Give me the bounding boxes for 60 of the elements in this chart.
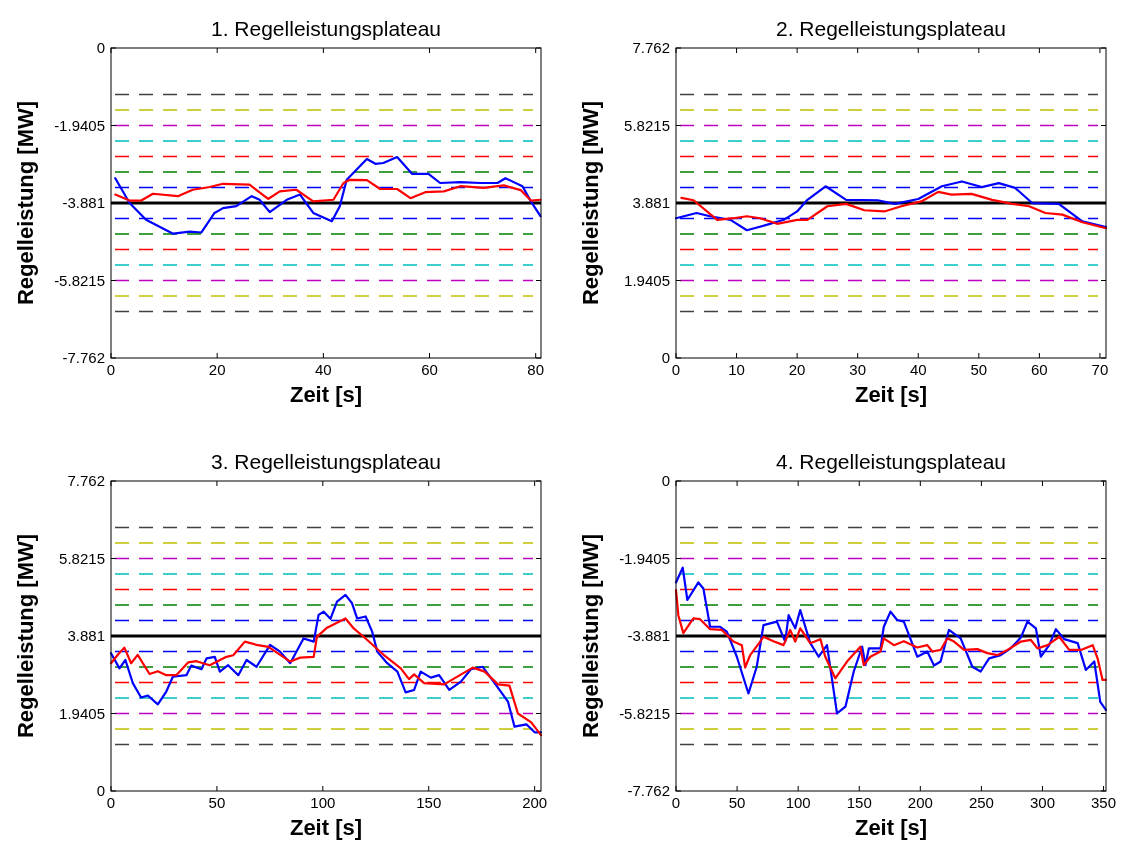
y-tick-label: -3.881 — [627, 627, 670, 644]
x-tick-label: 100 — [310, 794, 336, 811]
y-tick-label: 0 — [96, 782, 105, 799]
x-tick-label: 50 — [728, 794, 746, 811]
x-tick-label: 20 — [788, 361, 806, 378]
x-tick-label: 50 — [208, 794, 226, 811]
x-axis-title: Zeit [s] — [854, 815, 928, 840]
y-tick-label: 7.762 — [632, 39, 670, 56]
line-series — [109, 617, 543, 737]
line-series — [114, 178, 542, 203]
x-tick-label: 150 — [416, 794, 442, 811]
line-series — [114, 155, 542, 235]
x-tick-label: 100 — [785, 794, 811, 811]
x-axis-title: Zeit [s] — [854, 382, 928, 407]
chart-title: 3. Regelleistungsplateau — [211, 450, 441, 473]
line-series — [680, 190, 1108, 230]
x-tick-label: 200 — [522, 794, 548, 811]
x-tick-label: 80 — [527, 361, 545, 378]
x-tick-label: 20 — [208, 361, 226, 378]
y-tick-label: 0 — [96, 39, 105, 56]
y-tick-label: -7.762 — [627, 782, 670, 799]
line-series — [674, 566, 1107, 715]
y-tick-label: 3.881 — [67, 627, 105, 644]
y-tick-label: 0 — [661, 472, 670, 489]
x-tick-label: 40 — [315, 361, 332, 378]
y-axis-title: Regelleistung [MW] — [13, 533, 38, 739]
y-axis-title: Regelleistung [MW] — [578, 533, 603, 739]
x-tick-label: 300 — [1029, 794, 1055, 811]
x-tick-label: 150 — [846, 794, 872, 811]
y-tick-label: 5.8215 — [59, 549, 105, 567]
y-tick-label: -7.762 — [62, 349, 105, 366]
y-tick-label: -1.9405 — [54, 116, 105, 134]
x-tick-label: 60 — [421, 361, 438, 378]
x-tick-label: 10 — [728, 361, 745, 378]
x-tick-label: 350 — [1091, 794, 1117, 811]
x-tick-label: 60 — [1031, 361, 1048, 378]
y-tick-label: -3.881 — [62, 194, 105, 211]
x-tick-label: 40 — [909, 361, 927, 378]
line-series — [674, 180, 1108, 232]
y-tick-label: 3.881 — [632, 194, 670, 211]
y-axis-title: Regelleistung [MW] — [578, 100, 603, 306]
y-tick-label: 7.762 — [67, 472, 105, 489]
y-axis-title: Regelleistung [MW] — [13, 100, 38, 306]
x-tick-label: 50 — [970, 361, 988, 378]
chart-title: 1. Regelleistungsplateau — [211, 17, 441, 40]
y-tick-label: -5.8215 — [54, 271, 105, 289]
y-tick-label: 5.8215 — [624, 116, 670, 134]
chart-title: 2. Regelleistungsplateau — [776, 17, 1006, 40]
y-tick-label: -1.9405 — [619, 549, 670, 567]
y-tick-label: 1.9405 — [624, 271, 670, 289]
y-tick-label: 0 — [661, 349, 670, 366]
x-tick-label: 30 — [849, 361, 867, 378]
chart-title: 4. Regelleistungsplateau — [776, 450, 1006, 473]
y-tick-label: 1.9405 — [59, 704, 105, 722]
x-tick-label: 250 — [968, 794, 994, 811]
x-axis-title: Zeit [s] — [289, 815, 363, 840]
y-tick-label: -5.8215 — [619, 704, 670, 722]
x-tick-label: 70 — [1091, 361, 1109, 378]
x-tick-label: 200 — [907, 794, 933, 811]
x-axis-title: Zeit [s] — [289, 382, 363, 407]
